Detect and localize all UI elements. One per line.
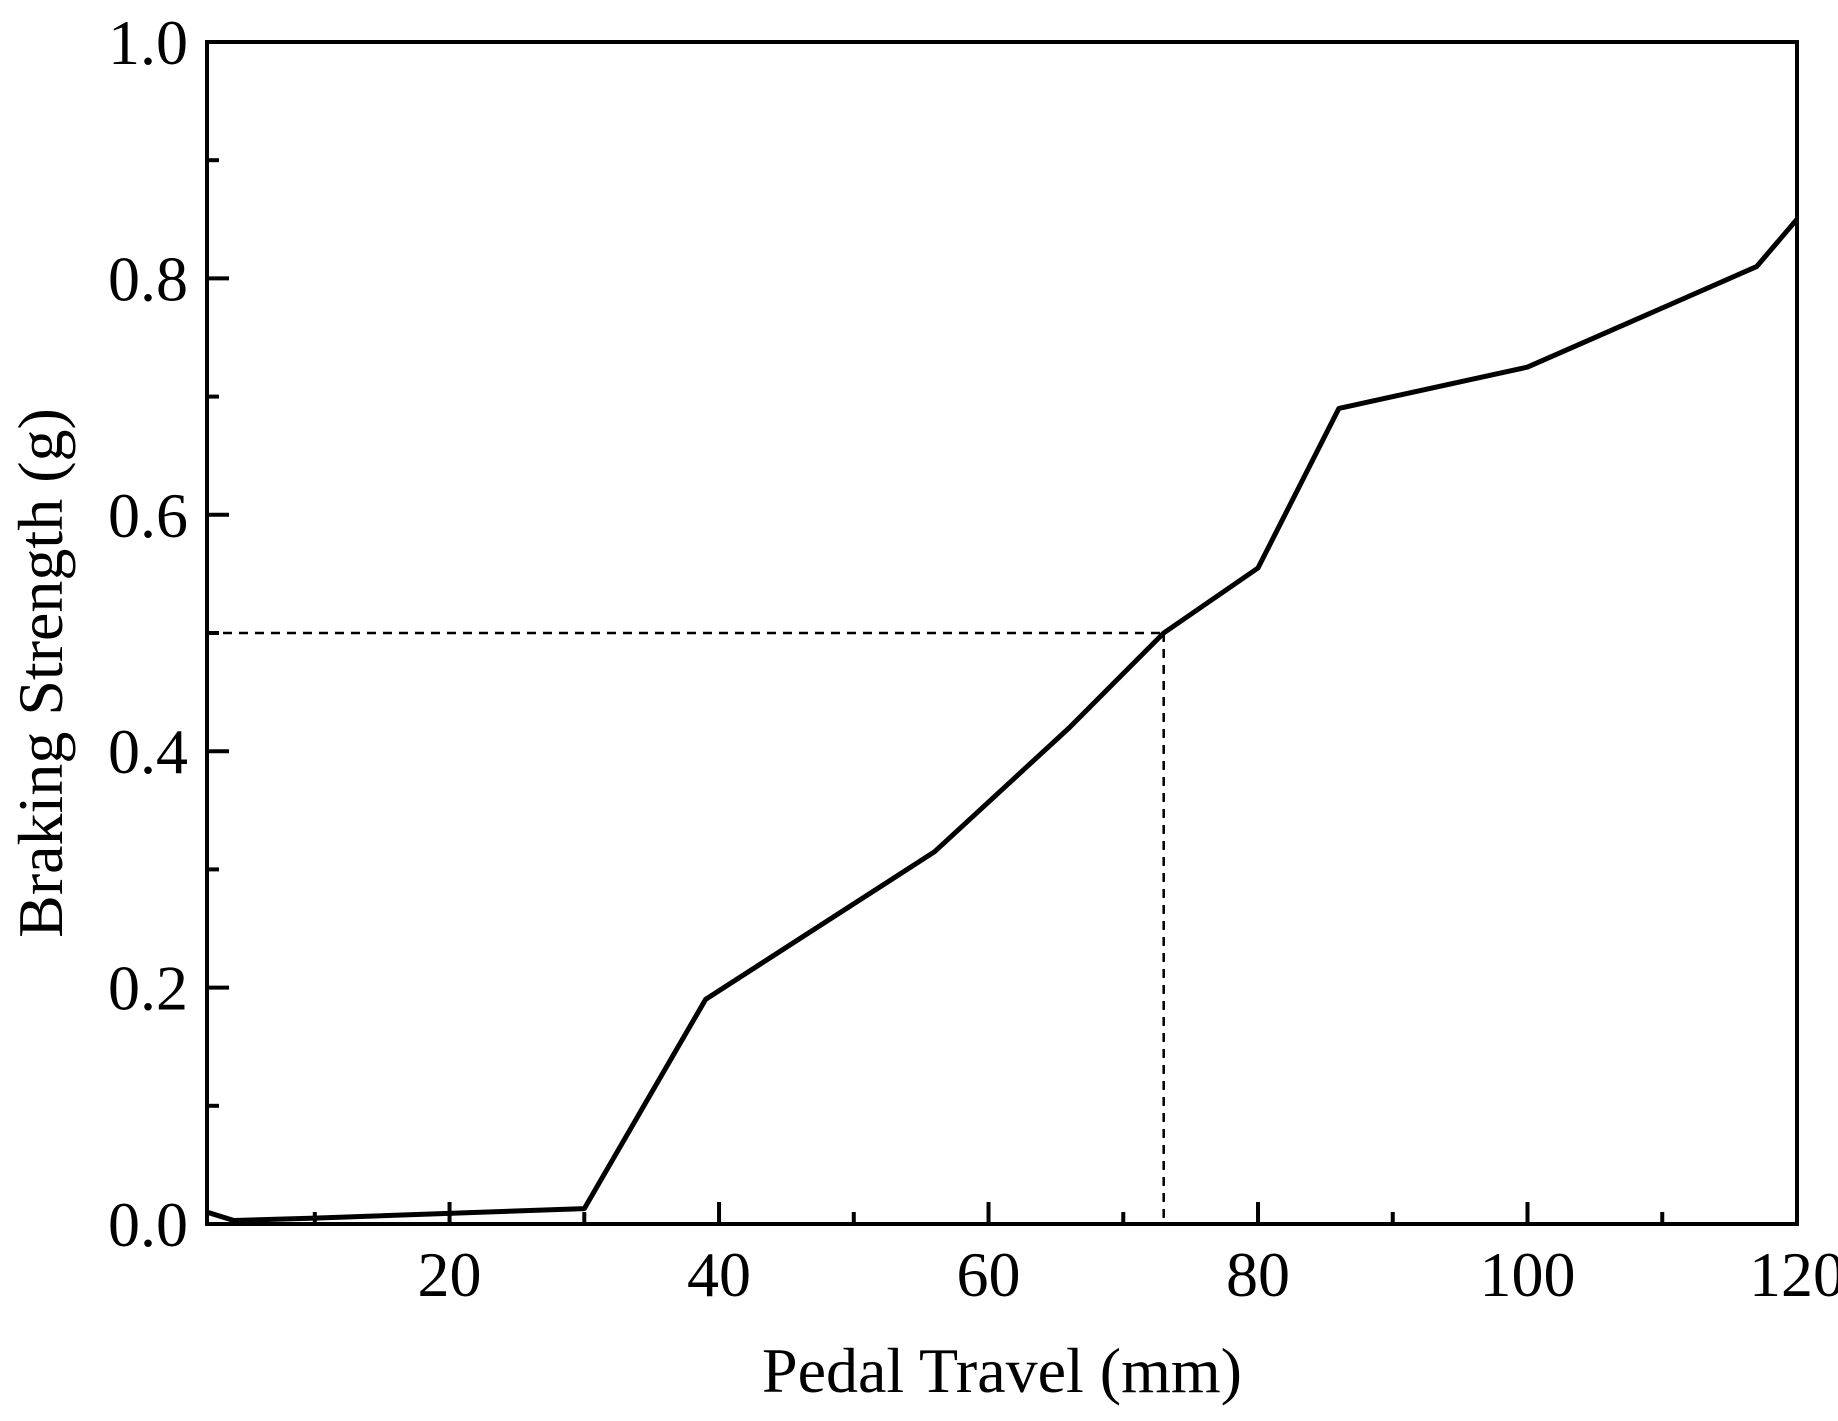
x-tick-label: 60 <box>957 1239 1021 1310</box>
minor-ticks <box>207 158 1665 1224</box>
plot-frame <box>205 40 1799 1226</box>
series-line <box>206 217 1799 1223</box>
y-tick-label: 0.0 <box>108 1189 188 1260</box>
reference-lines <box>207 631 1165 1224</box>
y-tick-labels: 0.0 0.2 0.4 0.6 0.8 1.0 <box>108 7 188 1260</box>
y-tick-label: 0.2 <box>108 953 188 1024</box>
y-axis-title: Braking Strength (g) <box>5 408 76 938</box>
x-axis-title: Pedal Travel (mm) <box>762 1335 1242 1406</box>
x-tick-label: 40 <box>687 1239 751 1310</box>
y-tick-label: 1.0 <box>108 7 188 78</box>
major-ticks <box>207 40 1799 1226</box>
x-tick-label: 120 <box>1749 1239 1838 1310</box>
y-tick-label: 0.6 <box>108 480 188 551</box>
y-tick-label: 0.8 <box>108 243 188 314</box>
x-tick-label: 80 <box>1226 1239 1290 1310</box>
y-tick-label: 0.4 <box>108 716 188 787</box>
x-tick-labels: 20 40 60 80 100 120 <box>418 1239 1838 1310</box>
x-tick-label: 100 <box>1480 1239 1576 1310</box>
x-tick-label: 20 <box>418 1239 482 1310</box>
